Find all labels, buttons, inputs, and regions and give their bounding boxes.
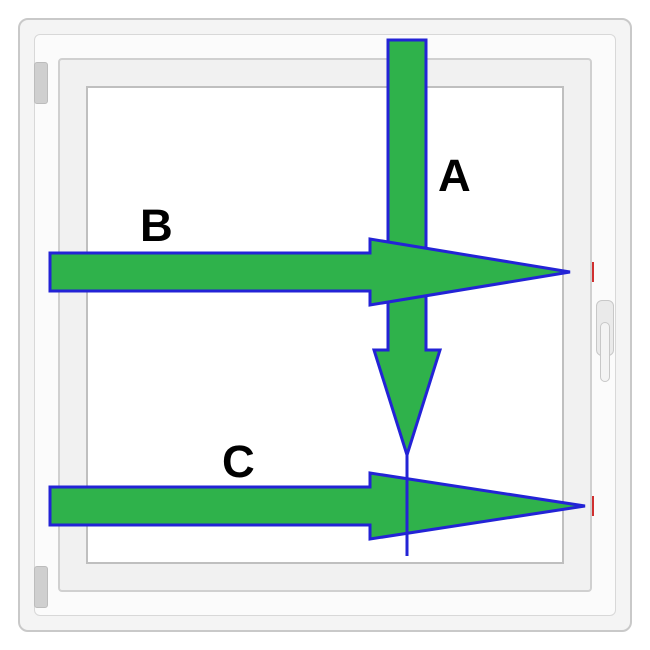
dimension-label-b: B xyxy=(140,200,173,252)
dimension-label-a: A xyxy=(438,150,471,202)
diagram-canvas: A B C xyxy=(0,0,650,650)
dimension-label-c: C xyxy=(222,436,255,488)
dimension-arrows xyxy=(0,0,650,650)
